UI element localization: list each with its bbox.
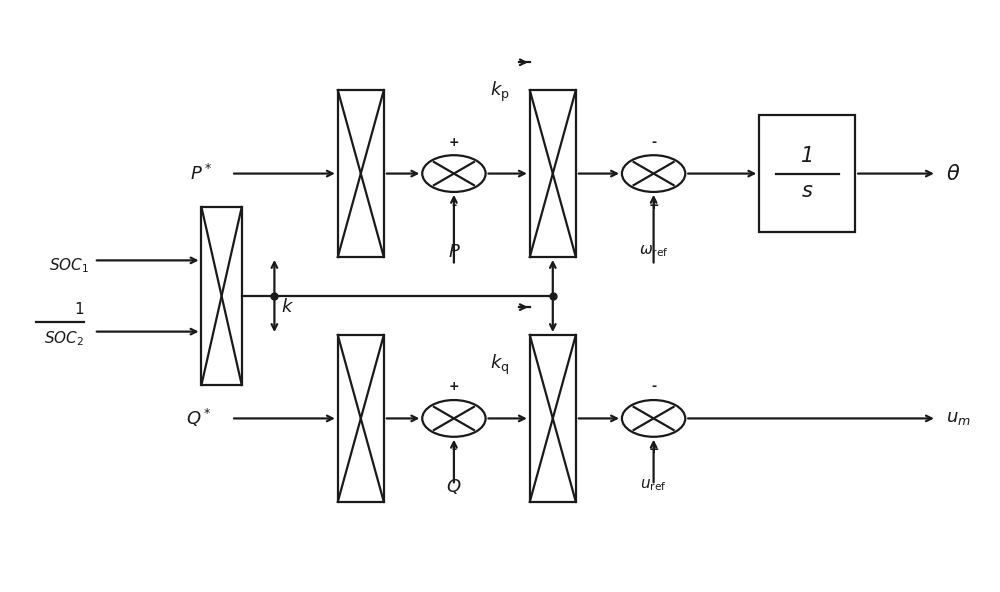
Bar xyxy=(759,115,855,232)
Text: +: + xyxy=(449,136,459,149)
Text: +: + xyxy=(449,381,459,393)
Text: $u_\mathrm{ref}$: $u_\mathrm{ref}$ xyxy=(640,477,667,493)
Text: $k_\mathrm{p}$: $k_\mathrm{p}$ xyxy=(490,80,510,104)
Text: +: + xyxy=(648,443,659,456)
Text: $P$: $P$ xyxy=(448,243,460,261)
Text: s: s xyxy=(802,181,813,201)
Text: $P^*$: $P^*$ xyxy=(190,163,212,184)
Text: 1: 1 xyxy=(801,146,814,166)
Text: $\theta$: $\theta$ xyxy=(946,163,961,184)
Text: -: - xyxy=(651,136,656,149)
Text: $k$: $k$ xyxy=(281,298,294,316)
Text: $k_\mathrm{q}$: $k_\mathrm{q}$ xyxy=(490,352,510,377)
Text: -: - xyxy=(451,443,456,456)
Text: $\omega_\mathrm{ref}$: $\omega_\mathrm{ref}$ xyxy=(639,243,668,259)
Text: -: - xyxy=(451,199,456,211)
Text: $Q$: $Q$ xyxy=(446,477,462,496)
Text: $1$: $1$ xyxy=(74,301,84,317)
Text: $SOC_1$: $SOC_1$ xyxy=(49,256,89,275)
Text: $Q^*$: $Q^*$ xyxy=(186,407,212,429)
Text: $u_m$: $u_m$ xyxy=(946,410,971,427)
Text: -: - xyxy=(651,381,656,393)
Text: +: + xyxy=(648,199,659,211)
Text: $SOC_2$: $SOC_2$ xyxy=(44,329,84,348)
